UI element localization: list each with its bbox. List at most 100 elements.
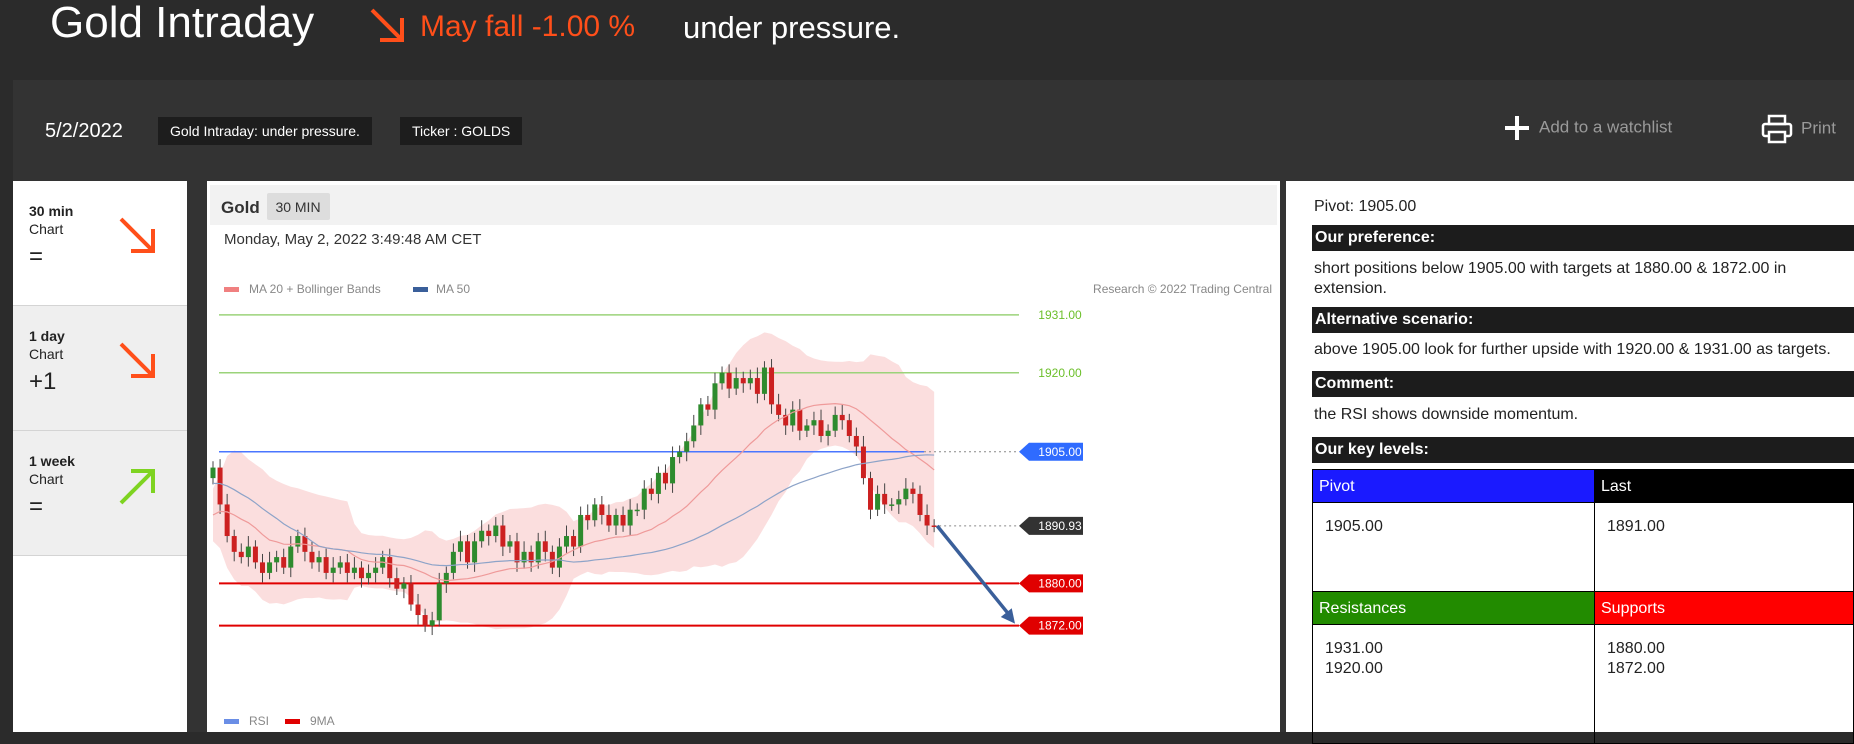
candle-body [450, 551, 456, 573]
candle-body [486, 530, 492, 537]
last-level-label: 1890.93 [1038, 519, 1082, 533]
timeframe-score: = [29, 493, 44, 520]
comment-text: the RSI shows downside momentum. [1314, 406, 1579, 423]
ticker-tag: Ticker : GOLDS [400, 117, 523, 145]
candle-body [712, 383, 718, 410]
candle-body [323, 557, 329, 573]
timeframe-1week[interactable]: 1 week Chart = [13, 431, 187, 556]
page-subtitle: under pressure. [683, 10, 901, 45]
price-chart: Gold 30 MIN Monday, May 2, 2022 3:49:48 … [207, 181, 1280, 732]
page-title: Gold Intraday [50, 0, 315, 47]
candle-body [316, 557, 322, 563]
candle-body [747, 378, 753, 384]
pivot-line: Pivot: 1905.00 [1314, 198, 1417, 215]
candle-body [429, 620, 435, 626]
candle-body [655, 472, 661, 494]
candle-body [804, 425, 810, 431]
candle-body [585, 514, 591, 521]
candle-body [705, 404, 711, 410]
candle-body [507, 541, 513, 547]
timeframe-name: 1 week [29, 453, 75, 469]
candle-body [408, 583, 414, 605]
candle-body [564, 536, 569, 547]
support-label-box [1019, 574, 1083, 593]
candle-body [875, 493, 881, 510]
resistance-1: 1931.00 [1325, 640, 1383, 657]
candle-body [436, 583, 442, 621]
support-2: 1872.00 [1607, 660, 1665, 677]
timeframe-1day[interactable]: 1 day Chart +1 [13, 306, 187, 431]
print-button[interactable]: Print [1761, 114, 1836, 144]
candle-body [542, 541, 548, 552]
period-badge[interactable]: 30 MIN [275, 199, 320, 215]
candle-body [889, 504, 895, 506]
resistances-header-cell: Resistances [1312, 591, 1595, 625]
chart-datetime: Monday, May 2, 2022 3:49:48 AM CET [224, 231, 481, 248]
candle-body [267, 562, 273, 573]
candle-body [761, 367, 767, 394]
candle-body [818, 420, 824, 436]
legend-rsi: RSI [249, 714, 269, 728]
candle-body [535, 541, 541, 563]
legend-9ma: 9MA [310, 714, 335, 728]
candle-body [620, 514, 626, 526]
candle-body [245, 546, 251, 558]
candle-body [344, 562, 350, 573]
candle-body [387, 557, 393, 579]
legend-ma50: MA 50 [436, 282, 470, 296]
add-watchlist-button[interactable]: Add to a watchlist [1503, 114, 1672, 142]
candle-body [740, 378, 746, 384]
preference-text: short positions below 1905.00 with targe… [1314, 260, 1787, 297]
candle-body [288, 546, 294, 568]
candle-body [882, 493, 888, 505]
print-label: Print [1801, 118, 1836, 138]
last-value-cell: 1891.00 [1594, 502, 1854, 592]
candle-body [373, 567, 379, 573]
candle-body [606, 514, 612, 526]
last-label-box [1019, 516, 1083, 535]
timeframe-30min[interactable]: 30 min Chart = [13, 181, 187, 306]
candle-body [846, 420, 852, 436]
candle-body [868, 478, 874, 510]
legend-ma20: MA 20 + Bollinger Bands [249, 282, 381, 296]
analysis-date: 5/2/2022 [45, 120, 123, 142]
key-levels-heading: Our key levels: [1312, 437, 1854, 463]
candle-body [754, 378, 760, 394]
candle-body [860, 446, 866, 479]
support-level-label: 1880.00 [1038, 576, 1082, 590]
resistance-level-label: 1931.00 [1038, 308, 1082, 322]
candle-body [295, 536, 301, 547]
candle-body [776, 404, 782, 415]
candle-body [330, 567, 336, 573]
candle-body [571, 536, 577, 547]
arrow-down-right-icon [119, 217, 155, 253]
support-1: 1880.00 [1607, 640, 1665, 657]
pivot-level-label: 1905.00 [1038, 445, 1082, 459]
candle-body [811, 420, 817, 426]
chart-copyright: Research © 2022 Trading Central [1093, 282, 1272, 296]
candle-body [500, 525, 506, 547]
candle-body [457, 541, 463, 552]
candle-body [627, 509, 633, 526]
timeframe-sidebar: 30 min Chart = 1 day Chart +1 1 week Cha… [13, 181, 187, 732]
resistance-level-label: 1920.00 [1038, 366, 1082, 380]
candle-body [358, 567, 364, 579]
candle-body [698, 404, 704, 426]
pivot-value: 1905.00 [1325, 518, 1383, 535]
candle-body [366, 572, 372, 579]
analysis-panel: Pivot: 1905.00 Our preference: short pos… [1286, 181, 1854, 744]
plus-icon [1505, 116, 1529, 140]
printer-icon [1761, 114, 1793, 144]
candle-body [238, 551, 244, 558]
candle-body [415, 604, 421, 616]
last-header-cell: Last [1594, 469, 1854, 503]
trend-text: May fall -1.00 % [420, 10, 636, 43]
candle-body [931, 525, 937, 528]
page-header: Gold Intraday May fall -1.00 % under pre… [0, 0, 1854, 80]
comment-heading: Comment: [1312, 371, 1854, 397]
title-tag: Gold Intraday: under pressure. [158, 117, 372, 145]
candle-body [769, 367, 775, 405]
candle-body [719, 372, 725, 384]
arrow-down-right-icon [119, 342, 155, 378]
candle-body [613, 514, 619, 526]
